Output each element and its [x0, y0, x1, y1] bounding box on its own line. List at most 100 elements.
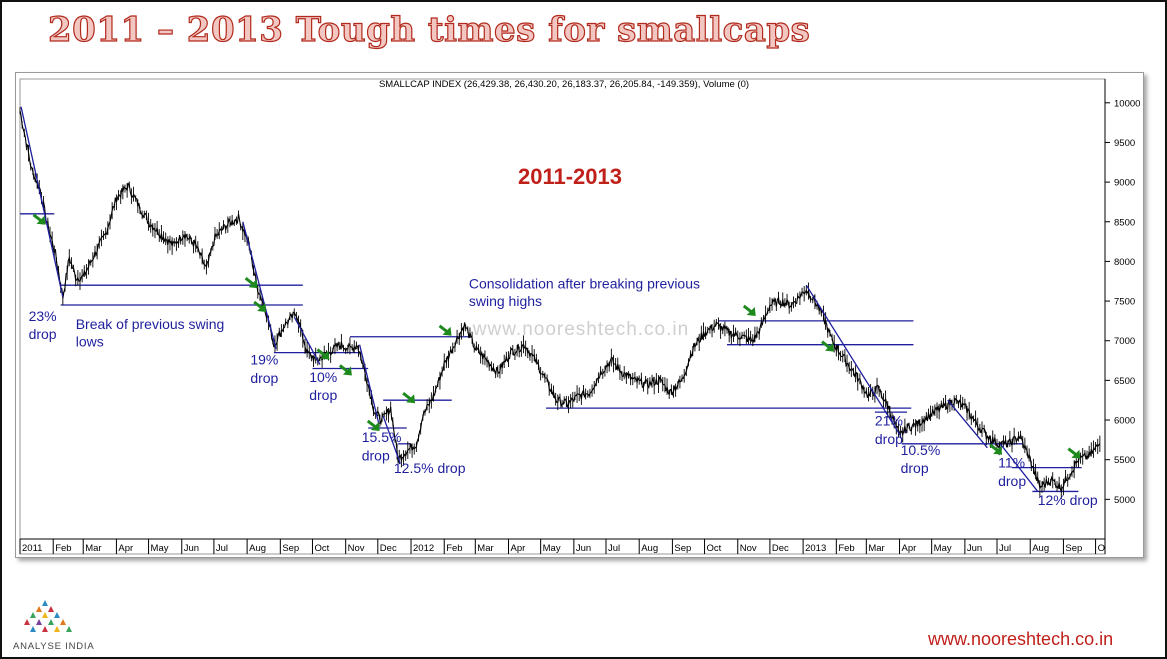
y-tick-label: 5500 [1114, 455, 1135, 466]
annotation-label: Consolidation after breaking previous [469, 275, 700, 291]
annotation-label: drop [998, 473, 1026, 489]
y-tick-label: 8000 [1114, 257, 1135, 268]
x-tick-label: Sep [674, 543, 691, 554]
annotation-label: drop [875, 431, 903, 447]
x-tick-label: May [934, 543, 952, 554]
arrow-icon [366, 419, 380, 431]
arrow-icon [742, 304, 756, 316]
slide-title: 2011 – 2013 Tough times for smallcaps [47, 9, 811, 50]
y-tick-label: 7500 [1114, 297, 1135, 308]
annotation-label: lows [76, 333, 104, 349]
arrow-icon [1067, 447, 1081, 459]
x-tick-label: May [151, 543, 169, 554]
x-tick-label: Mar [868, 543, 884, 554]
x-tick-label: Mar [85, 543, 101, 554]
x-tick-label: Apr [902, 543, 917, 554]
logo-text: ANALYSE INDIA [13, 641, 95, 652]
y-tick-label: 8500 [1114, 217, 1135, 228]
x-tick-label: Feb [838, 543, 854, 554]
arrow-icon [338, 364, 352, 376]
arrow-icon [316, 348, 330, 360]
y-tick-label: 5000 [1114, 495, 1135, 506]
annotation-label: Break of previous swing [76, 316, 225, 332]
trend-lines [20, 106, 1039, 492]
x-tick-label: 2012 [413, 543, 434, 554]
annotation-label: 23% [29, 308, 57, 324]
arrow-icon [989, 443, 1003, 455]
x-tick-label: O [1098, 543, 1105, 554]
arrow-head [342, 366, 352, 376]
annotation-label: drop [362, 447, 390, 463]
logo-triangle [60, 619, 66, 625]
annotation-label: 19% [250, 352, 278, 368]
arrow-icon [244, 277, 258, 289]
chart-subtitle: 2011-2013 [518, 164, 622, 189]
x-tick-label: Apr [511, 543, 526, 554]
x-tick-label: Sep [282, 543, 299, 554]
logo-triangle [24, 619, 30, 625]
y-tick-label: 9500 [1114, 138, 1135, 149]
website-url: www.nooreshtech.co.in [928, 629, 1114, 649]
arrow-head [257, 303, 267, 312]
y-tick-label: 6000 [1114, 416, 1135, 427]
trend-line [242, 221, 277, 349]
trend-line [20, 106, 64, 298]
x-tick-label: Jul [999, 543, 1011, 554]
signal-arrows [32, 213, 1081, 459]
x-tick-label: Mar [477, 543, 493, 554]
arrow-head [746, 306, 756, 316]
logo-triangle [48, 606, 54, 612]
logo-triangle [30, 626, 36, 632]
y-tick-label: 9000 [1114, 178, 1135, 189]
x-tick-label: May [543, 543, 561, 554]
x-tick-label: Oct [707, 543, 722, 554]
annotation-label: 12% drop [1038, 492, 1098, 508]
trend-line [947, 399, 988, 449]
trend-line [293, 316, 321, 365]
annotation-label: swing highs [469, 293, 542, 309]
logo-triangle [36, 619, 42, 625]
y-tick-label: 10000 [1114, 98, 1140, 109]
arrow-head [406, 394, 416, 404]
annotation-label: 12.5% drop [394, 460, 466, 476]
x-tick-label: Aug [1032, 543, 1049, 554]
x-tick-label: Sep [1065, 543, 1082, 554]
price-series [19, 107, 1101, 499]
x-tick-label: Nov [740, 543, 757, 554]
annotation-label: 10% [309, 369, 337, 385]
logo-triangle [54, 612, 60, 618]
annotation-label: drop [901, 460, 929, 476]
x-tick-label: Apr [118, 543, 133, 554]
x-tick-label: Aug [249, 543, 266, 554]
logo-triangle [48, 619, 54, 625]
trend-line [999, 443, 1039, 492]
annotation-label: 11% [998, 455, 1025, 471]
x-tick-label: Nov [348, 543, 365, 554]
arrow-head [370, 421, 380, 431]
arrow-head [248, 279, 258, 289]
arrow-head [1071, 449, 1081, 459]
annotation-label: 21% [875, 413, 903, 429]
chart-title: SMALLCAP INDEX (26,429.38, 26,430.20, 26… [379, 79, 749, 90]
support-lines [20, 213, 1082, 493]
logo-triangle [36, 606, 42, 612]
chart-panel: SMALLCAP INDEX (26,429.38, 26,430.20, 26… [15, 72, 1144, 558]
x-tick-label: Oct [314, 543, 329, 554]
x-tick-label: 2011 [22, 543, 42, 554]
x-tick-label: Jun [184, 543, 199, 554]
annotation-label: drop [29, 326, 57, 342]
trend-line [805, 284, 902, 437]
arrow-icon [253, 300, 267, 312]
trend-line [382, 415, 401, 464]
x-tick-label: Jul [216, 543, 228, 554]
y-tick-label: 7000 [1114, 336, 1135, 347]
arrow-icon [32, 213, 46, 225]
x-tick-label: Jun [576, 543, 591, 554]
arrow-head [36, 215, 46, 225]
logo-triangle [54, 626, 60, 632]
x-tick-label: Jun [967, 543, 982, 554]
axis-ticks: 5000 5500 6000 6500 7000 7500 8000 8500 9000 9500… [19, 98, 1140, 554]
x-tick-label: Dec [380, 543, 397, 554]
x-tick-label: Dec [772, 543, 789, 554]
